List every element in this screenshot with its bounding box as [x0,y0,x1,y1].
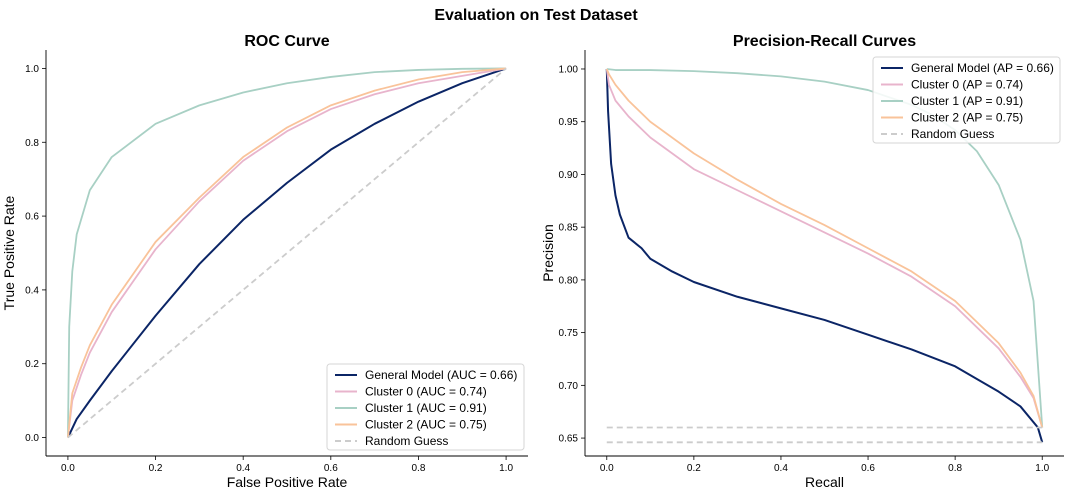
roc-x-label: False Positive Rate [227,474,348,490]
roc-xtick-label-0: 0.0 [61,463,75,474]
roc-xtick-label-1: 0.2 [149,463,163,474]
roc-series-3 [67,67,507,438]
pr-xtick-label-1: 0.2 [687,463,701,474]
pr-xtick-label-5: 1.0 [1035,463,1049,474]
pr-ytick-label-7: 1.00 [559,64,579,75]
roc-ytick-label-0: 0.0 [25,433,39,444]
roc-ytick-label-4: 0.8 [25,138,39,149]
roc-legend-label-3: Cluster 2 (AUC = 0.75) [365,418,487,432]
roc-legend-label-4: Random Guess [365,434,448,448]
pr-xtick-label-4: 0.8 [948,463,962,474]
pr-y-label: Precision [540,224,556,282]
pr-series-1 [605,68,1044,428]
roc-legend-label-0: General Model (AUC = 0.66) [365,368,517,382]
roc-ytick-label-3: 0.6 [25,212,39,223]
roc-legend: General Model (AUC = 0.66) Cluster 0 (AUC… [326,363,525,451]
roc-ytick-label-1: 0.2 [25,359,39,370]
roc-xtick-label-5: 1.0 [499,463,513,474]
roc-xtick-label-3: 0.6 [324,463,338,474]
figure-title: Evaluation on Test Dataset [434,7,638,24]
pr-legend-label-4: Random Guess [911,127,994,141]
pr-ytick-label-2: 0.75 [559,328,579,339]
roc-title: ROC Curve [244,33,329,50]
pr-legend-label-1: Cluster 0 (AP = 0.74) [911,78,1023,92]
roc-xtick-label-4: 0.8 [412,463,426,474]
pr-xtick-label-2: 0.4 [774,463,788,474]
roc-legend-label-1: Cluster 0 (AUC = 0.74) [365,385,487,399]
roc-xtick-label-2: 0.4 [236,463,250,474]
roc-series-0 [67,67,507,438]
pr-ytick-label-5: 0.90 [559,170,579,181]
roc-y-label: True Positive Rate [1,195,17,310]
pr-legend-label-0: General Model (AP = 0.66) [911,61,1054,75]
roc-legend-frame [326,363,525,451]
pr-title: Precision-Recall Curves [733,33,916,50]
roc-ytick-label-5: 1.0 [25,64,39,75]
roc-series-1 [67,67,507,438]
roc-chart: ROC Curve 0.0 0.2 0.4 0.6 0.8 1.0 0.0 0.2 0.4 0.6 0… [1,33,528,490]
pr-legend: General Model (AP = 0.66) Cluster 0 (AP =… [872,56,1061,144]
pr-legend-label-3: Cluster 2 (AP = 0.75) [911,111,1023,125]
pr-ytick-label-0: 0.65 [559,434,579,445]
precision-recall-chart: Precision-Recall Curves 0.0 0.2 0.4 0.6 0.8 1.… [540,33,1064,490]
pr-ytick-label-6: 0.95 [559,117,579,128]
pr-legend-label-2: Cluster 1 (AP = 0.91) [911,94,1023,108]
pr-legend-frame [872,56,1061,144]
pr-xtick-label-0: 0.0 [600,463,614,474]
pr-x-label: Recall [805,474,844,490]
pr-series-3 [605,68,1044,428]
roc-legend-label-2: Cluster 1 (AUC = 0.91) [365,401,487,415]
roc-series-2 [67,67,507,438]
pr-ytick-label-3: 0.80 [559,275,579,286]
pr-xtick-label-3: 0.6 [861,463,875,474]
roc-ytick-label-2: 0.4 [25,285,39,296]
roc-series-4 [67,67,507,439]
pr-ytick-label-4: 0.85 [559,223,579,234]
pr-series-0 [605,68,1044,443]
pr-ytick-label-1: 0.70 [559,381,579,392]
